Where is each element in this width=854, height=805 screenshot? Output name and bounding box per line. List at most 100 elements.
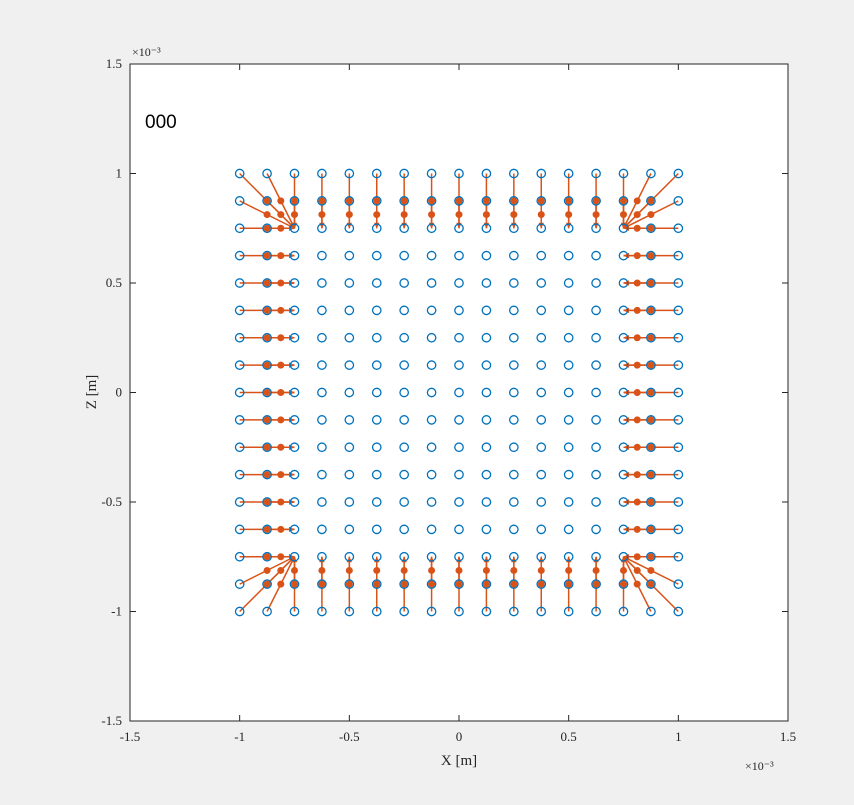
y-tick-label: -0.5 bbox=[101, 494, 122, 509]
grid-point bbox=[454, 168, 464, 179]
grid-point bbox=[454, 387, 464, 398]
vector-midpoint bbox=[647, 389, 655, 396]
grid-point bbox=[563, 223, 574, 234]
grid-point bbox=[262, 442, 272, 453]
vector-midpoint bbox=[537, 211, 545, 219]
grid-point bbox=[399, 497, 410, 507]
grid-point bbox=[371, 278, 382, 288]
vector-midpoint bbox=[291, 580, 298, 588]
grid-point bbox=[371, 360, 382, 370]
grid-point bbox=[262, 168, 272, 179]
grid-point bbox=[234, 250, 245, 261]
grid-point bbox=[399, 469, 410, 480]
grid-point bbox=[618, 442, 629, 453]
grid-point bbox=[344, 497, 355, 507]
vector-midpoint bbox=[633, 197, 641, 205]
grid-point bbox=[591, 305, 601, 316]
vector-midpoint bbox=[345, 211, 353, 219]
grid-point bbox=[344, 551, 355, 562]
grid-point bbox=[481, 387, 492, 398]
x-axis-ticks: -1.5 -1 -0.5 0 0.5 1 1.5 bbox=[120, 64, 796, 744]
vector-midpoint bbox=[277, 224, 285, 232]
grid-point bbox=[481, 415, 492, 425]
grid-point bbox=[673, 278, 684, 288]
grid-point bbox=[508, 387, 519, 398]
grid-point bbox=[646, 442, 656, 453]
grid-point bbox=[289, 469, 300, 480]
vector-midpoint bbox=[647, 334, 655, 342]
grid-point bbox=[536, 360, 547, 370]
grid-point bbox=[344, 168, 355, 179]
grid-point bbox=[454, 332, 464, 343]
vector-midpoint bbox=[647, 224, 655, 232]
grid-point bbox=[234, 524, 245, 535]
vector-midpoint bbox=[277, 334, 285, 342]
grid-point bbox=[481, 223, 492, 234]
grid-point bbox=[262, 551, 272, 562]
grid-point bbox=[646, 223, 656, 234]
grid-point bbox=[454, 469, 464, 480]
grid-point bbox=[481, 278, 492, 288]
grid-point bbox=[673, 579, 684, 589]
grid-point bbox=[344, 606, 355, 617]
grid-point bbox=[289, 196, 300, 206]
grid-point bbox=[371, 305, 382, 316]
x-tick-label: -0.5 bbox=[339, 729, 360, 744]
grid-point bbox=[591, 250, 601, 261]
grid-point bbox=[508, 606, 519, 617]
grid-point bbox=[591, 606, 601, 617]
y-axis-exponent: ×10⁻³ bbox=[132, 45, 161, 59]
grid-point bbox=[508, 168, 519, 179]
vector-midpoint bbox=[633, 580, 641, 588]
grid-point bbox=[673, 196, 684, 206]
grid-point bbox=[426, 469, 437, 480]
grid-point bbox=[399, 168, 410, 179]
vector-midpoint bbox=[592, 211, 600, 219]
grid-point bbox=[618, 469, 629, 480]
grid-point bbox=[426, 442, 437, 453]
x-tick-label: 1 bbox=[675, 729, 682, 744]
grid-point bbox=[454, 606, 464, 617]
grid-point bbox=[508, 332, 519, 343]
grid-point bbox=[481, 360, 492, 370]
vector-midpoint bbox=[277, 306, 285, 314]
vector-midpoint bbox=[647, 553, 655, 561]
grid-point bbox=[591, 223, 601, 234]
x-tick-label: 1.5 bbox=[780, 729, 796, 744]
grid-point bbox=[454, 497, 464, 507]
grid-point bbox=[262, 497, 272, 507]
grid-point bbox=[563, 360, 574, 370]
grid-point bbox=[646, 579, 656, 589]
grid-point bbox=[426, 250, 437, 261]
grid-point bbox=[262, 196, 272, 206]
grid-point bbox=[536, 168, 547, 179]
grid-point bbox=[426, 196, 437, 206]
grid-point bbox=[508, 469, 519, 480]
grid-point bbox=[646, 387, 656, 398]
grid-point bbox=[426, 606, 437, 617]
vector-midpoint bbox=[263, 211, 271, 219]
vector-midpoint bbox=[537, 580, 545, 588]
grid-point bbox=[289, 278, 300, 288]
grid-point bbox=[234, 360, 245, 370]
grid-point bbox=[317, 415, 327, 425]
grid-point bbox=[591, 524, 601, 535]
grid-point bbox=[563, 497, 574, 507]
grid-point bbox=[481, 579, 492, 589]
vector-midpoint bbox=[510, 580, 518, 588]
y-tick-label: 1 bbox=[116, 166, 123, 181]
vector-midpoint bbox=[277, 443, 285, 451]
grid-point bbox=[344, 387, 355, 398]
grid-point bbox=[454, 415, 464, 425]
grid-point bbox=[234, 278, 245, 288]
grid-point bbox=[673, 497, 684, 507]
grid-point bbox=[563, 415, 574, 425]
grid-point bbox=[618, 606, 629, 617]
vector-midpoint bbox=[277, 252, 285, 260]
grid-point bbox=[563, 332, 574, 343]
grid-point bbox=[673, 250, 684, 261]
vector-midpoint bbox=[647, 443, 655, 451]
grid-point bbox=[673, 387, 684, 398]
grid-point bbox=[234, 606, 245, 617]
grid-point bbox=[371, 579, 382, 589]
